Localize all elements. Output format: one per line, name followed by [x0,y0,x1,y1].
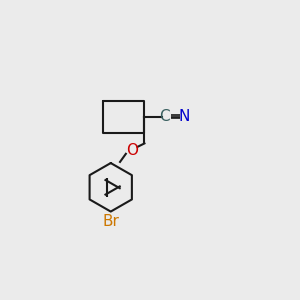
Text: O: O [126,143,138,158]
Text: C: C [160,109,170,124]
Text: N: N [178,109,190,124]
Text: Br: Br [102,214,119,230]
